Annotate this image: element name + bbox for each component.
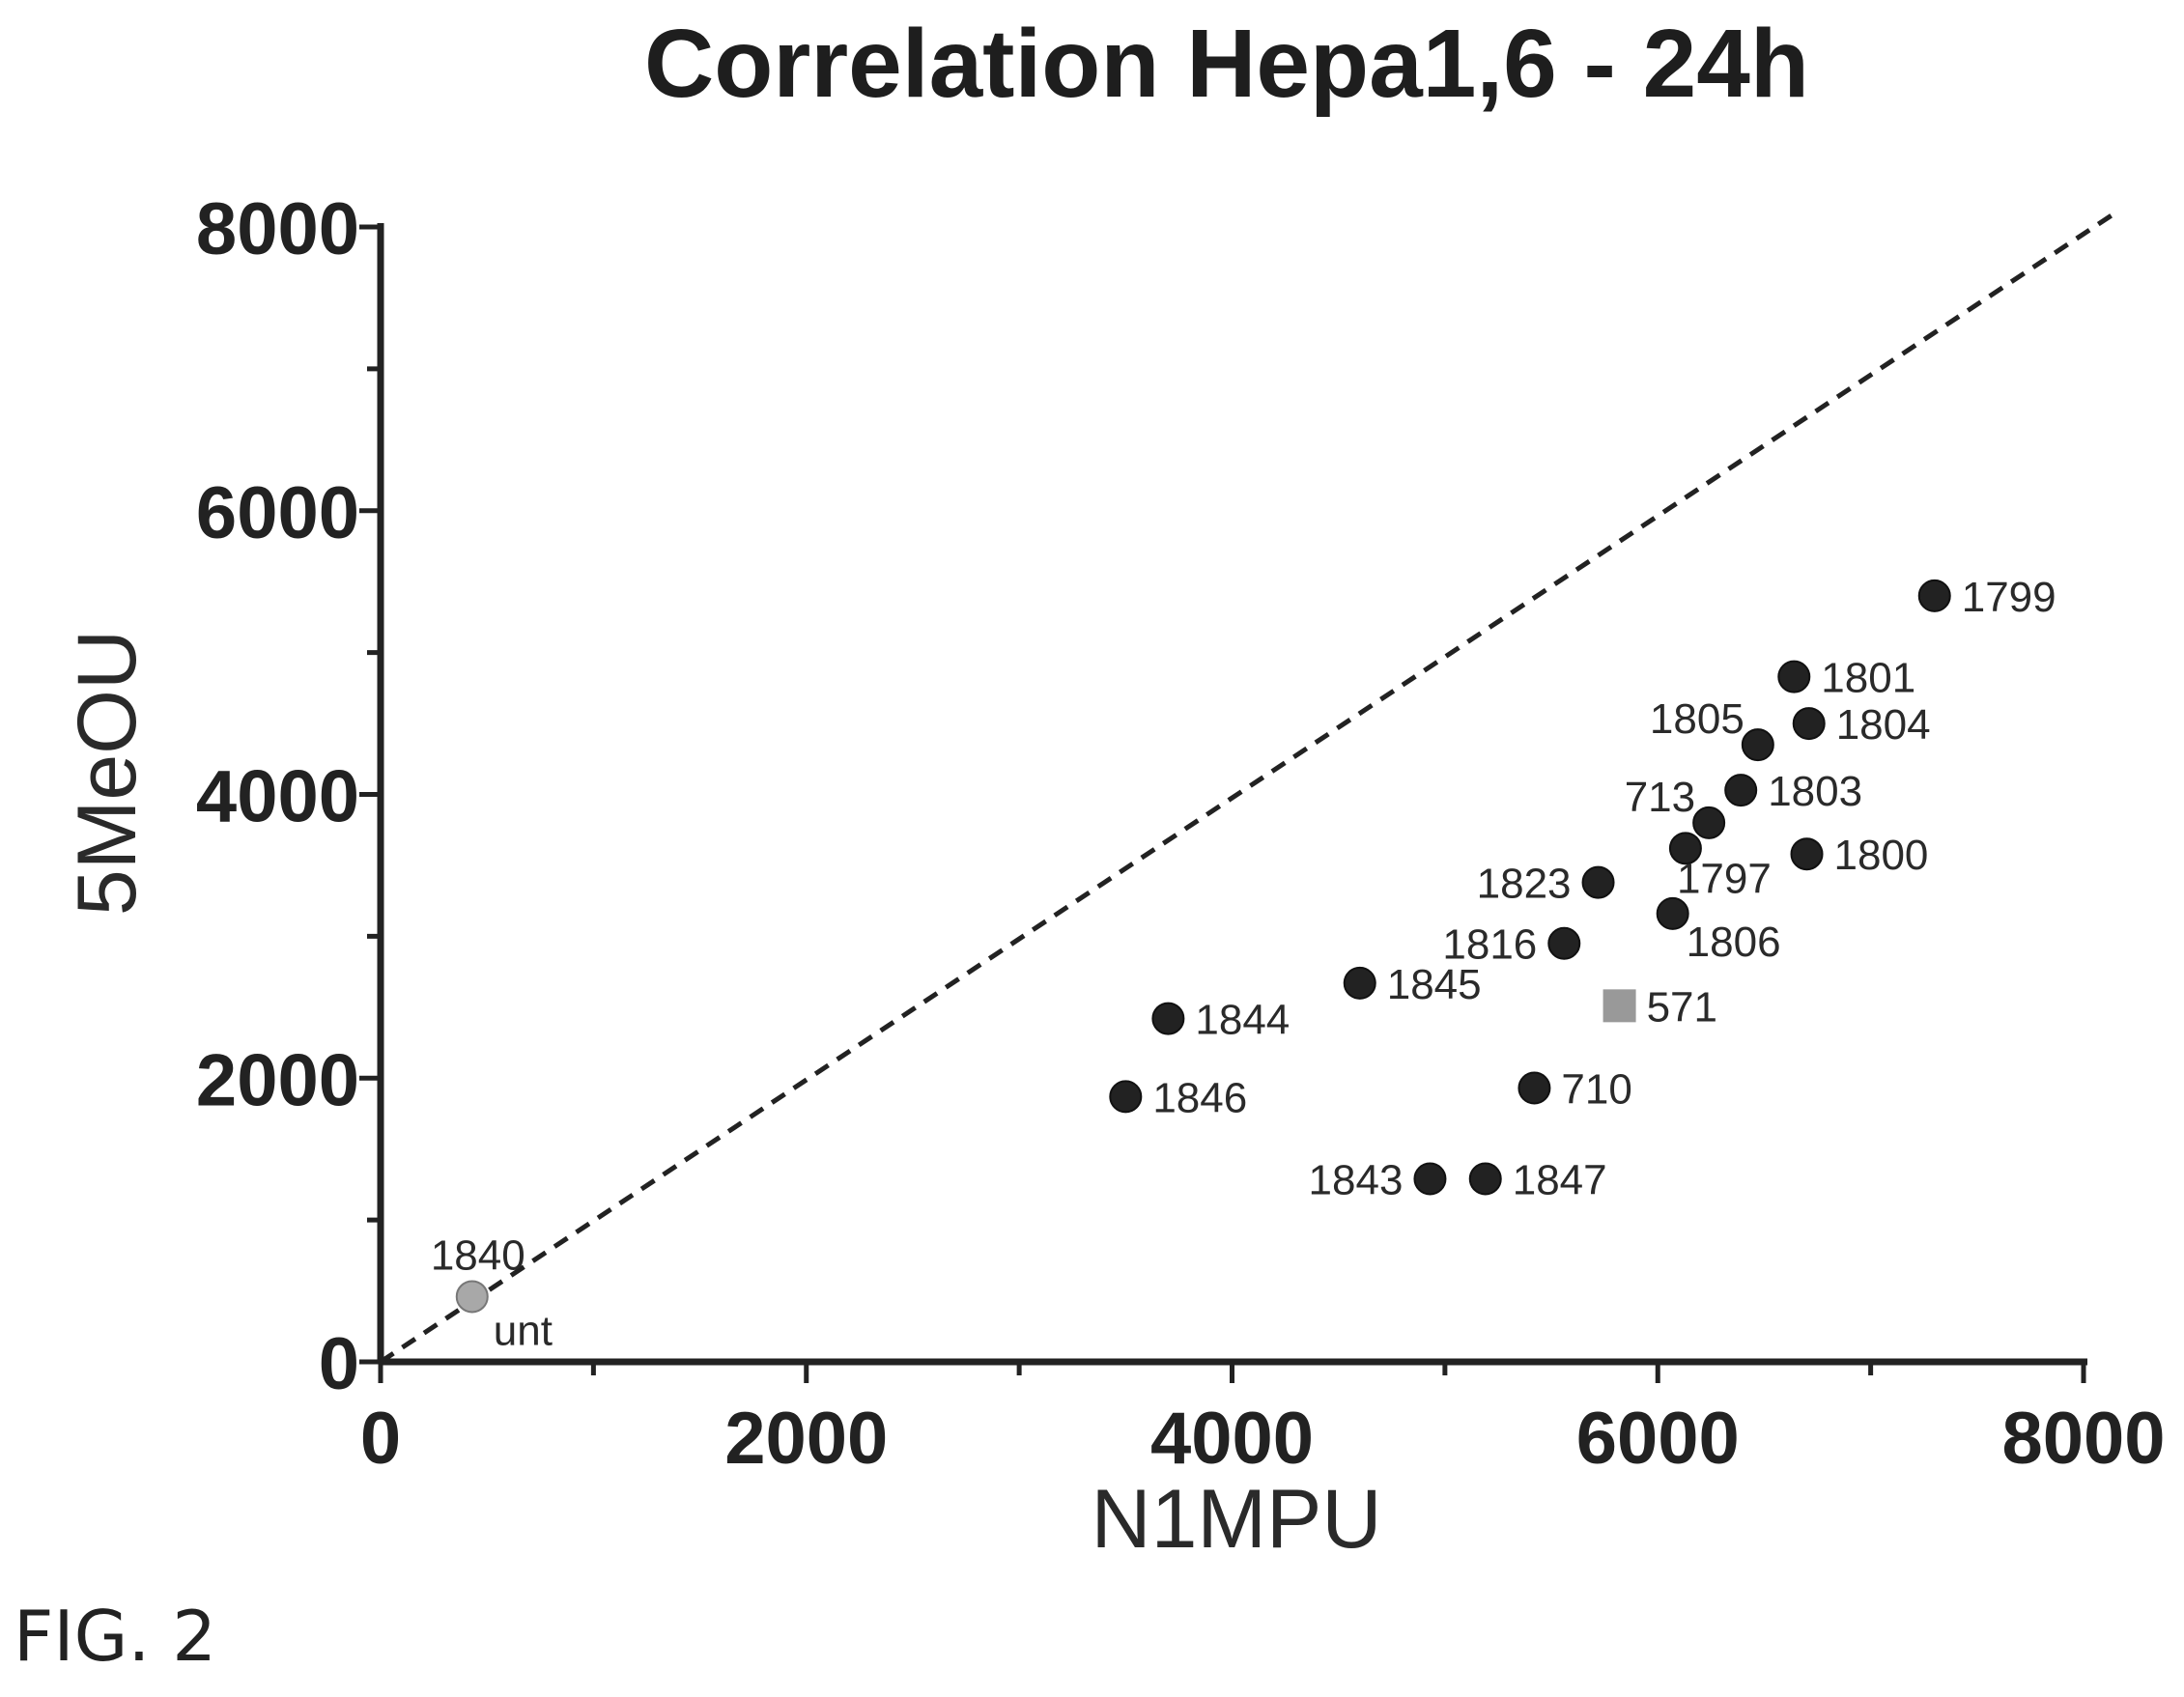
figure-label: FIG. 2 [14,1596,217,1677]
point-marker [1343,966,1376,1000]
point-marker [1917,579,1951,612]
point-label: 1805 [1650,695,1744,743]
point-label: 1801 [1821,655,1915,702]
point-marker [1777,660,1811,693]
point-marker [1151,1002,1185,1035]
point-label: 1806 [1687,919,1781,966]
chart-title: Correlation Hepa1,6 - 24h [644,10,1809,118]
point-label: 1823 [1477,861,1572,908]
point-marker [1547,926,1581,960]
point-marker [1517,1071,1551,1105]
point-label: 713 [1625,774,1695,821]
y-tick-label: 8000 [196,188,359,270]
point-marker [1692,806,1726,839]
point-label: 1846 [1152,1074,1247,1121]
point-marker [1581,865,1615,899]
x-axis-label: N1MPU [1091,1473,1381,1566]
point-marker [1603,989,1636,1023]
point-label: 1800 [1834,832,1929,879]
x-tick-label: 8000 [2001,1398,2165,1480]
reference-line [379,211,2117,1365]
point-marker [1109,1080,1143,1114]
y-tick-label: 4000 [196,756,359,838]
point-label: 1843 [1309,1157,1404,1204]
point-label: 1797 [1677,855,1772,902]
point-marker [1413,1162,1447,1196]
x-tick-label: 4000 [1150,1398,1314,1480]
x-tick-label: 2000 [724,1398,888,1480]
y-tick-label: 0 [319,1323,359,1405]
x-tick-label: 0 [360,1398,401,1480]
point-label: 1804 [1836,701,1931,749]
point-marker [1792,707,1826,741]
point-label: 1816 [1442,921,1537,969]
y-tick-label: 2000 [196,1039,359,1121]
annotation-label: unt [494,1307,553,1354]
axis-ticks: 0 2000 4000 6000 8000 0 2000 4000 6000 8000 [196,188,2166,1480]
point-label: 1844 [1195,997,1290,1044]
point-label: 710 [1561,1066,1631,1114]
data-points [455,579,1951,1314]
y-axis-label: 5MeOU [61,630,154,916]
point-label: 571 [1647,983,1717,1031]
x-tick-label: 6000 [1576,1398,1740,1480]
point-label: 1847 [1513,1157,1607,1204]
point-marker [1668,832,1702,865]
point-marker [1790,837,1824,871]
point-label: 1845 [1387,961,1482,1008]
point-marker [1741,728,1774,762]
point-marker [455,1280,489,1314]
y-tick-label: 6000 [196,472,359,554]
point-label: 1799 [1962,574,2056,621]
point-marker [1724,774,1758,807]
point-marker [1468,1162,1502,1196]
point-marker [1656,896,1689,930]
point-label: 1840 [431,1231,525,1279]
point-label: 1803 [1768,768,1862,815]
